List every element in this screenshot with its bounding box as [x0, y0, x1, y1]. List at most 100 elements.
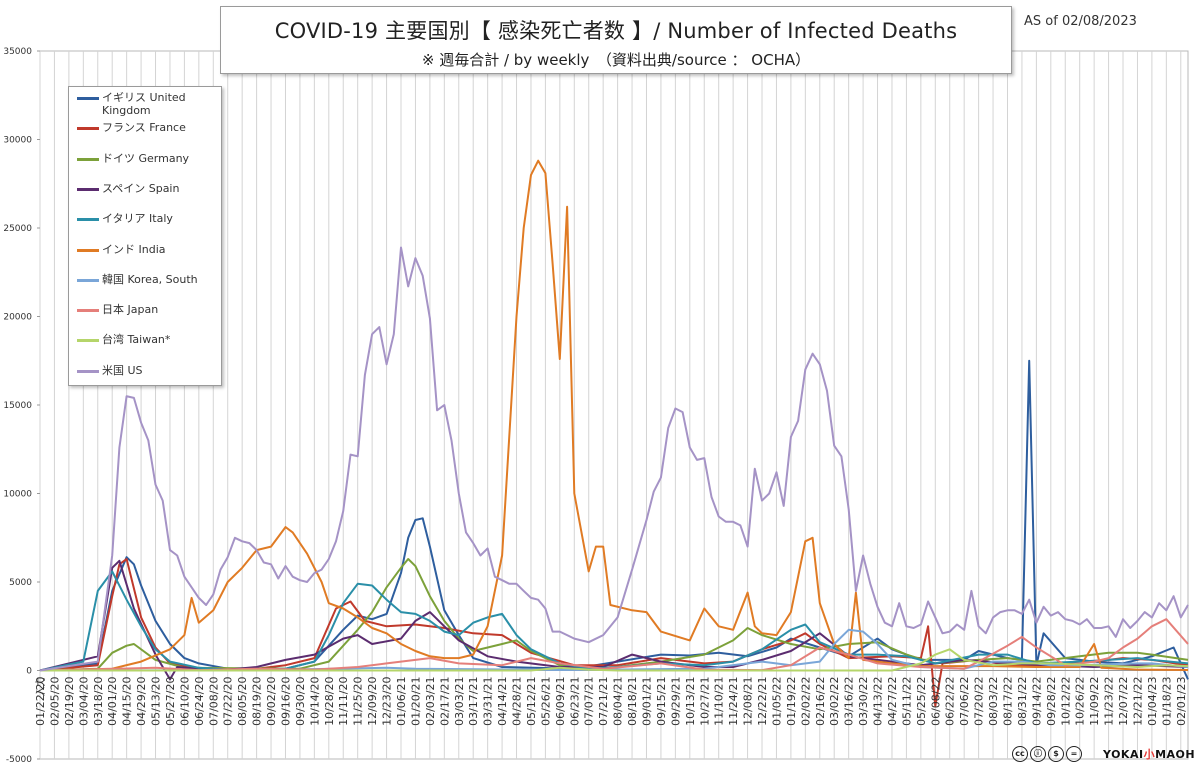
x-tick-label: 09/15/21 — [655, 677, 668, 726]
y-tick-label: 5000 — [9, 578, 32, 588]
series-line-7 — [39, 618, 1189, 672]
x-tick-label: 01/22/20 — [34, 677, 47, 726]
brand-mid: 小 — [1143, 748, 1156, 761]
legend-label: スペイン Spain — [102, 181, 180, 195]
legend-item: インド India — [77, 243, 214, 256]
legend-swatch — [77, 309, 99, 313]
x-tick-label: 03/02/22 — [828, 677, 841, 726]
x-tick-label: 09/01/21 — [640, 677, 653, 726]
legend-label: 韓国 Korea, South — [102, 272, 198, 286]
x-tick-label: 11/25/20 — [352, 677, 365, 726]
x-tick-label: 01/20/21 — [409, 677, 422, 726]
x-tick-label: 02/01/23 — [1175, 677, 1188, 726]
x-tick-label: 10/13/21 — [684, 677, 697, 726]
x-tick-label: 10/28/20 — [323, 677, 336, 726]
x-tick-label: 05/26/21 — [539, 677, 552, 726]
legend-item: 台湾 Taiwan* — [77, 333, 214, 346]
x-tick-label: 02/03/21 — [424, 677, 437, 726]
x-tick-label: 10/27/21 — [698, 677, 711, 726]
x-tick-label: 08/18/21 — [626, 677, 639, 726]
legend-label: イギリス United Kingdom — [102, 91, 186, 117]
x-tick-label: 02/02/22 — [799, 677, 812, 726]
legend-item: フランス France — [77, 121, 214, 134]
legend-label: ドイツ Germany — [102, 151, 190, 165]
chart-subtitle: ※ 週毎合計 / by weekly （資料出典/source ： OCHA） — [421, 51, 811, 69]
x-tick-label: 05/11/22 — [900, 677, 913, 726]
legend-item: 米国 US — [77, 364, 214, 377]
x-tick-label: 09/16/20 — [279, 677, 292, 726]
as-of-date: AS of 02/08/2023 — [1024, 14, 1137, 29]
x-tick-label: 06/23/21 — [568, 677, 581, 726]
x-tick-label: 03/03/21 — [453, 677, 466, 726]
cc-icon: cc — [1012, 746, 1028, 762]
legend-swatch — [77, 127, 99, 131]
x-tick-label: 06/08/22 — [929, 677, 942, 726]
x-tick-label: 03/18/20 — [92, 677, 105, 726]
legend-swatch — [77, 157, 99, 161]
x-tick-label: 06/24/20 — [193, 677, 206, 726]
x-tick-label: 08/19/20 — [251, 677, 264, 726]
legend-swatch — [77, 369, 99, 373]
x-tick-label: 03/31/21 — [482, 677, 495, 726]
y-tick-label: 30000 — [3, 136, 32, 146]
x-tick-label: 04/01/20 — [106, 677, 119, 726]
x-tick-label: 01/06/21 — [395, 677, 408, 726]
chart-title: COVID-19 主要国別【 感染死亡者数 】/ Number of Infec… — [274, 19, 958, 43]
x-tick-label: 05/13/20 — [150, 677, 163, 726]
x-tick-label: 04/28/21 — [511, 677, 524, 726]
x-tick-label: 09/30/20 — [294, 677, 307, 726]
x-tick-label: 07/20/22 — [973, 677, 986, 726]
y-tick-label: -5000 — [6, 755, 32, 765]
x-tick-label: 04/27/22 — [886, 677, 899, 726]
series-line-8 — [40, 648, 1189, 672]
x-tick-label: 01/04/23 — [1146, 677, 1159, 726]
x-tick-label: 01/18/23 — [1160, 677, 1173, 726]
x-tick-label: 03/04/20 — [77, 677, 90, 726]
x-tick-label: 07/08/20 — [207, 677, 220, 726]
x-tick-label: 02/17/21 — [438, 677, 451, 726]
legend-swatch — [77, 339, 99, 343]
x-tick-label: 01/05/22 — [770, 677, 783, 726]
x-tick-label: 07/07/21 — [583, 677, 596, 726]
legend-swatch — [77, 248, 99, 252]
x-tick-label: 09/28/22 — [1045, 677, 1058, 726]
x-tick-label: 06/10/20 — [178, 677, 191, 726]
x-tick-label: 03/30/22 — [857, 677, 870, 726]
x-tick-label: 09/29/21 — [669, 677, 682, 726]
legend-swatch — [77, 218, 99, 222]
x-tick-label: 06/22/22 — [944, 677, 957, 726]
x-tick-label: 03/17/21 — [467, 677, 480, 726]
legend-item: 韓国 Korea, South — [77, 273, 214, 286]
x-tick-label: 04/14/21 — [496, 677, 509, 726]
legend-swatch — [77, 97, 99, 100]
legend-label: イタリア Italy — [102, 212, 173, 226]
x-tick-label: 04/29/20 — [135, 677, 148, 726]
x-tick-label: 08/31/22 — [1016, 677, 1029, 726]
x-tick-label: 11/09/22 — [1088, 677, 1101, 726]
y-tick-label: 20000 — [3, 313, 32, 323]
series-line-0 — [39, 359, 1189, 680]
y-tick-label: 0 — [26, 667, 32, 677]
x-tick-label: 06/09/21 — [554, 677, 567, 726]
brand-suffix: MAOH — [1155, 748, 1196, 761]
x-tick-label: 10/14/20 — [308, 677, 321, 726]
x-tick-label: 08/17/22 — [1001, 677, 1014, 726]
x-tick-label: 03/16/22 — [843, 677, 856, 726]
series-line-5 — [39, 159, 1189, 672]
series-lines — [39, 159, 1189, 707]
y-tick-label: 35000 — [3, 47, 32, 57]
series-line-9 — [39, 246, 1189, 672]
legend-item: スペイン Spain — [77, 182, 214, 195]
x-tick-label: 11/24/21 — [727, 677, 740, 726]
legend-label: 米国 US — [102, 363, 143, 377]
legend-item: イタリア Italy — [77, 212, 214, 225]
x-tick-label: 入力 — [34, 677, 47, 697]
x-tick-label: 08/03/22 — [987, 677, 1000, 726]
x-tick-label: 11/23/22 — [1103, 677, 1116, 726]
x-tick-label: 12/07/22 — [1117, 677, 1130, 726]
legend-swatch — [77, 278, 99, 282]
legend-label: 日本 Japan — [102, 303, 159, 317]
x-tick-label: 01/19/22 — [785, 677, 798, 726]
nd-icon: = — [1066, 746, 1082, 762]
x-tick-label: 04/13/22 — [872, 677, 885, 726]
